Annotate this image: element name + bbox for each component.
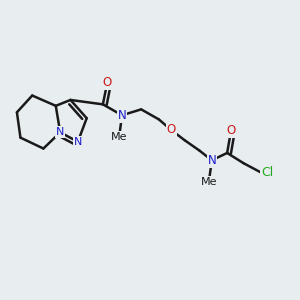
Text: O: O bbox=[103, 76, 112, 89]
Text: O: O bbox=[226, 124, 236, 137]
Text: N: N bbox=[74, 137, 82, 147]
Text: O: O bbox=[167, 124, 176, 136]
Text: Me: Me bbox=[201, 176, 217, 187]
Text: N: N bbox=[56, 127, 64, 137]
Text: Me: Me bbox=[111, 132, 127, 142]
Text: N: N bbox=[208, 154, 216, 167]
Text: N: N bbox=[118, 109, 126, 122]
Text: Cl: Cl bbox=[261, 167, 273, 179]
